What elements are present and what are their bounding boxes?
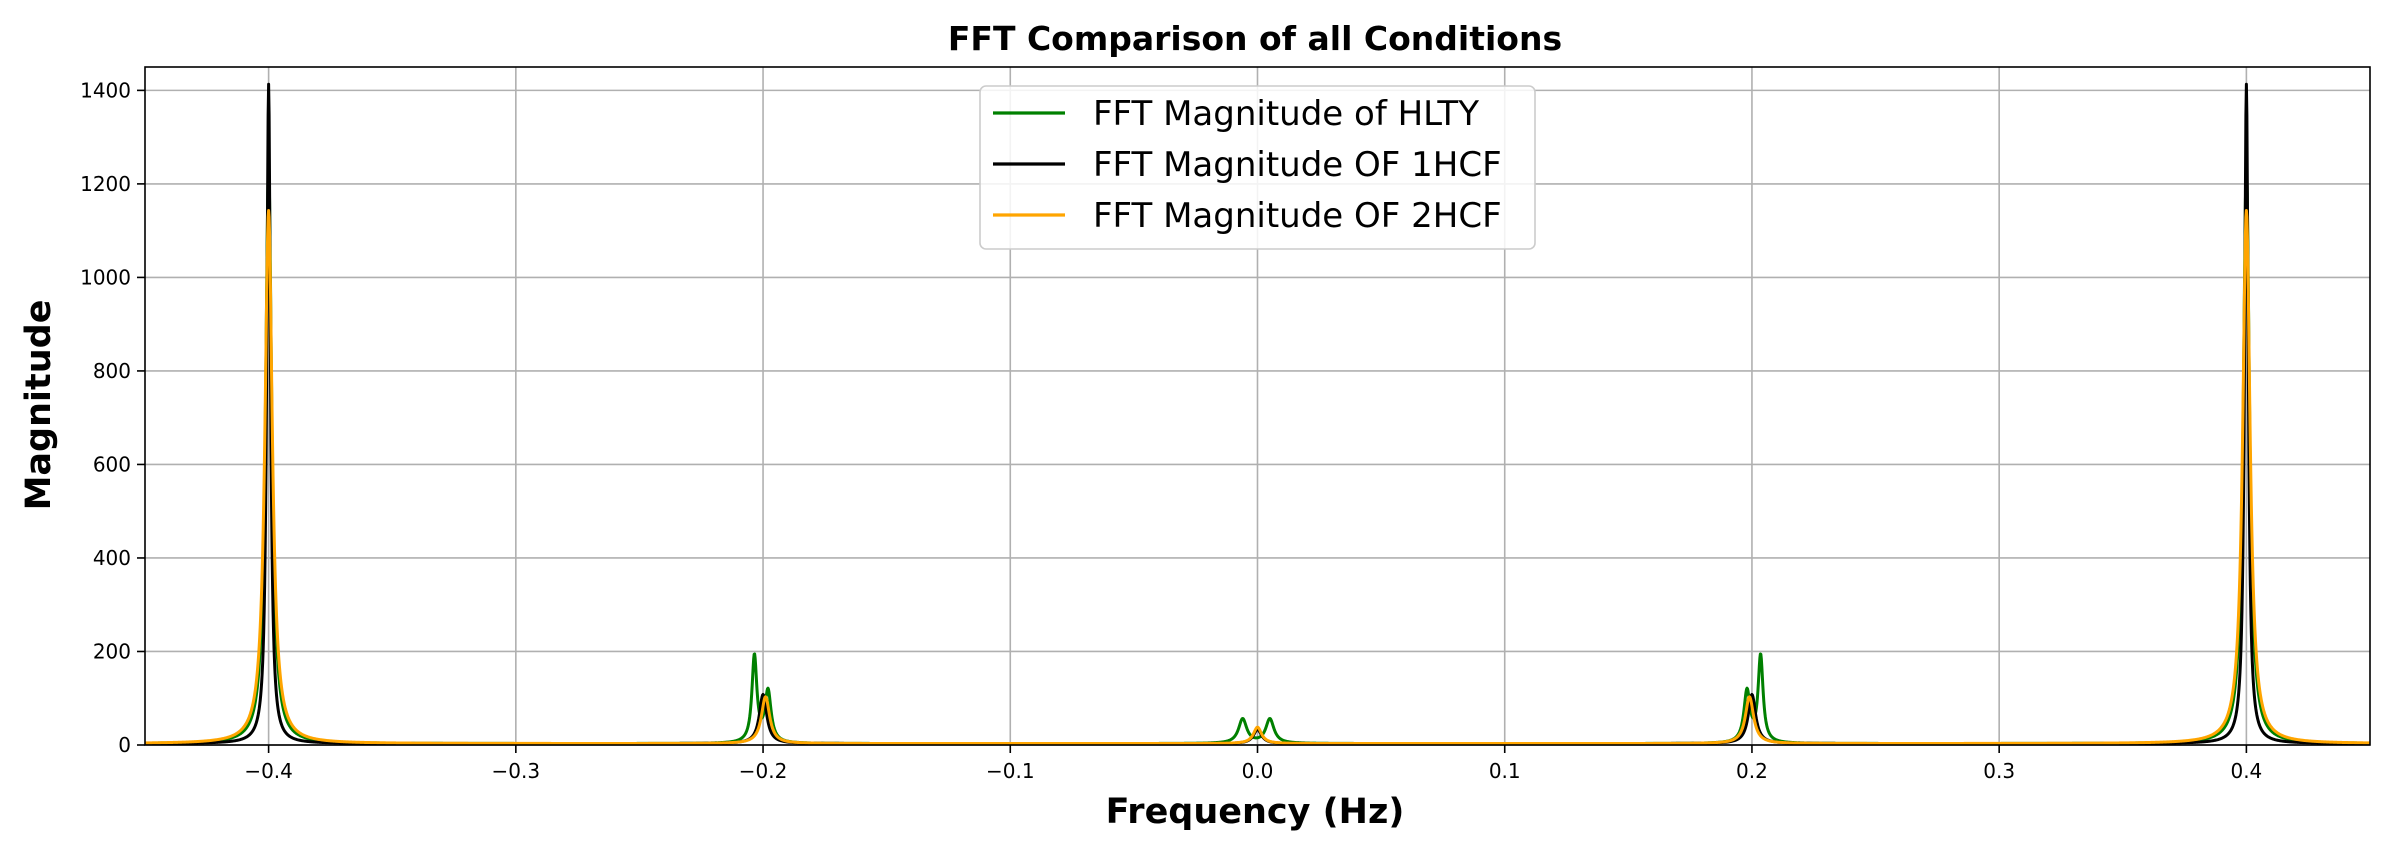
y-tick-label: 1400 xyxy=(80,78,131,102)
legend-label: FFT Magnitude OF 1HCF xyxy=(1093,145,1502,185)
x-tick-label: 0.3 xyxy=(1983,759,2015,783)
legend-box xyxy=(979,85,1536,250)
y-tick-label: 1200 xyxy=(80,172,131,196)
y-tick-label: 800 xyxy=(93,359,131,383)
y-tick-label: 600 xyxy=(93,452,131,476)
y-tick-label: 400 xyxy=(93,546,131,570)
y-tick-label: 0 xyxy=(118,733,131,757)
x-tick-label: 0.4 xyxy=(2230,759,2262,783)
x-tick-label: −0.2 xyxy=(739,759,788,783)
x-axis-ticks: −0.4 −0.3 −0.2 −0.1 0.0 0.1 0.2 0.3 0.4 xyxy=(244,745,2262,783)
x-tick-label: −0.1 xyxy=(986,759,1035,783)
legend: FFT Magnitude of HLTY FFT Magnitude OF 1H… xyxy=(979,85,1536,250)
series-layer xyxy=(143,82,2372,746)
x-tick-label: 0.1 xyxy=(1489,759,1521,783)
x-tick-label: −0.4 xyxy=(244,759,293,783)
series-line-3 xyxy=(143,209,2372,746)
chart-title: FFT Comparison of all Conditions xyxy=(948,19,1562,58)
legend-label: FFT Magnitude of HLTY xyxy=(1093,94,1479,134)
x-tick-label: −0.3 xyxy=(492,759,541,783)
y-tick-label: 200 xyxy=(93,639,131,663)
x-tick-label: 0.2 xyxy=(1736,759,1768,783)
y-tick-label: 1000 xyxy=(80,265,131,289)
y-axis-label: Magnitude xyxy=(19,300,59,511)
x-axis-label: Frequency (Hz) xyxy=(1106,792,1405,832)
y-axis-ticks: 0 200 400 600 800 1000 1200 1400 xyxy=(80,78,145,757)
legend-label: FFT Magnitude OF 2HCF xyxy=(1093,196,1502,236)
x-tick-label: 0.0 xyxy=(1242,759,1274,783)
